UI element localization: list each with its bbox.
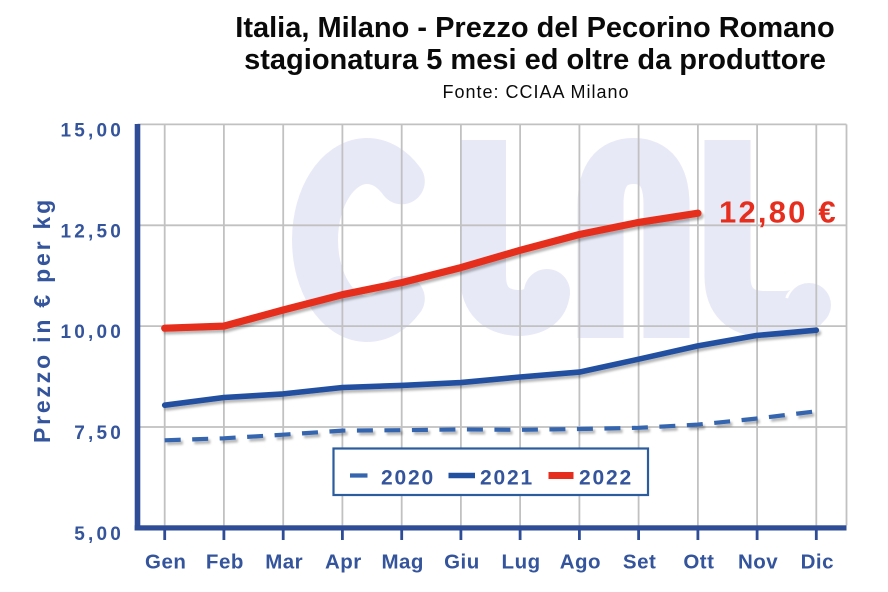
- svg-text:2020: 2020: [381, 467, 435, 490]
- svg-text:15,00: 15,00: [60, 121, 124, 142]
- svg-text:stagionatura 5 mesi ed oltre d: stagionatura 5 mesi ed oltre da produtto…: [244, 44, 826, 76]
- svg-text:12,50: 12,50: [60, 221, 124, 242]
- svg-text:Apr: Apr: [325, 551, 362, 574]
- svg-text:Mag: Mag: [381, 551, 424, 574]
- svg-text:Feb: Feb: [206, 551, 244, 574]
- svg-text:Italia, Milano - Prezzo del Pe: Italia, Milano - Prezzo del Pecorino Rom…: [235, 12, 834, 44]
- svg-text:Set: Set: [623, 551, 656, 574]
- svg-text:Fonte: CCIAA Milano: Fonte: CCIAA Milano: [442, 82, 629, 102]
- svg-text:Ago: Ago: [560, 551, 601, 574]
- svg-text:2022: 2022: [579, 467, 633, 490]
- svg-text:7,50: 7,50: [74, 423, 124, 444]
- svg-text:5,00: 5,00: [74, 524, 124, 545]
- svg-text:Giu: Giu: [444, 551, 480, 574]
- svg-text:Gen: Gen: [145, 551, 186, 574]
- svg-text:Lug: Lug: [502, 551, 541, 574]
- svg-text:12,80 €: 12,80 €: [719, 195, 838, 230]
- svg-text:2021: 2021: [480, 467, 534, 490]
- svg-text:Ott: Ott: [683, 551, 714, 574]
- svg-text:Mar: Mar: [265, 551, 303, 574]
- svg-text:Nov: Nov: [738, 551, 778, 574]
- svg-text:Prezzo in € per kg: Prezzo in € per kg: [29, 197, 55, 443]
- svg-text:10,00: 10,00: [60, 322, 124, 343]
- svg-text:Dic: Dic: [801, 551, 834, 574]
